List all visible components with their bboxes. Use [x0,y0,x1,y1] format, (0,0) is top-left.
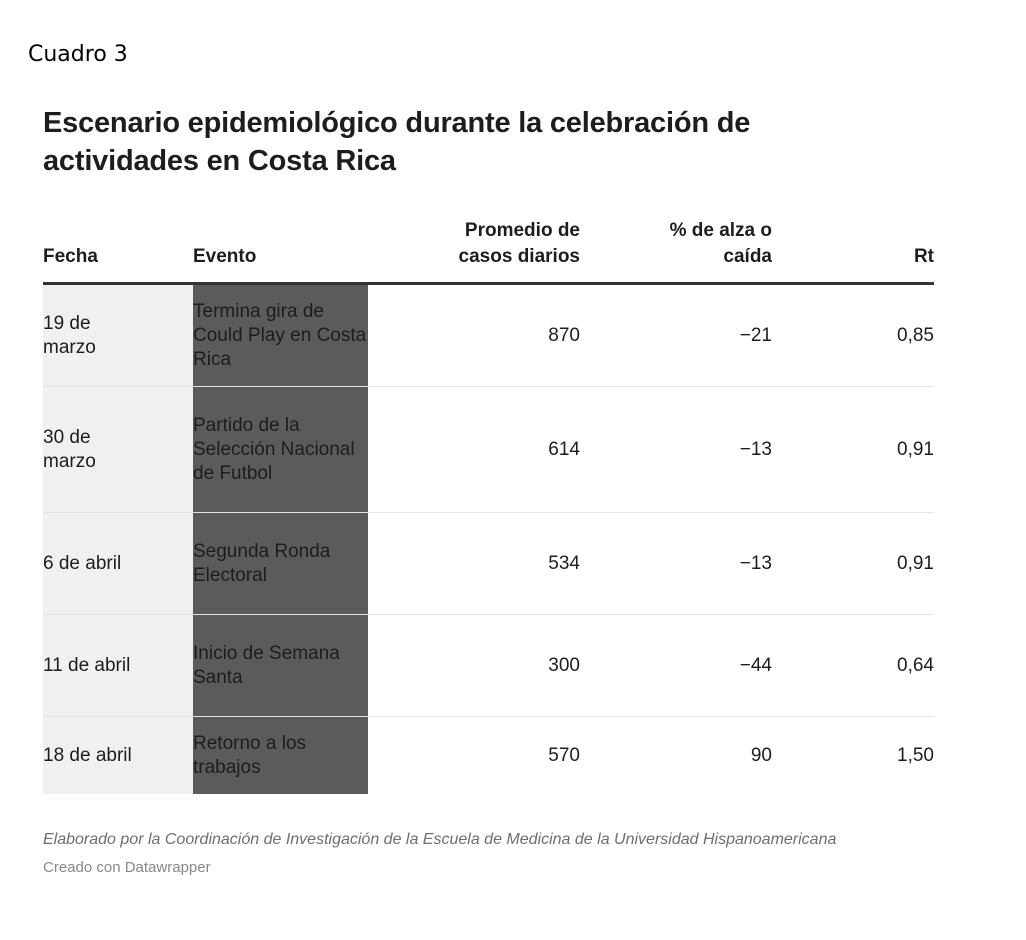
table-row: 19 de marzo Termina gira de Could Play en… [43,283,934,387]
fecha-line1: 19 de [43,312,91,334]
cell-promedio: 870 [368,283,580,387]
header-alza-line1: % de alza o [669,220,772,241]
fecha-line1: 30 de [43,426,91,448]
table-row: 30 de marzo Partido de la Selección Nacio… [43,386,934,513]
cell-evento: Inicio de Semana Santa [193,614,368,717]
fecha-line2: marzo [43,336,96,358]
data-table: Fecha Evento Promedio de casos diarios % … [43,218,934,794]
cell-fecha: 11 de abril [43,614,193,717]
cell-promedio: 534 [368,512,580,615]
cell-fecha: 19 de marzo [43,283,193,387]
cell-fecha: 18 de abril [43,716,193,794]
header-fecha: Fecha [43,218,193,285]
cell-evento: Partido de la Selección Nacional de Futb… [193,386,368,513]
fecha-line1: 18 de abril [43,744,132,766]
header-promedio-line1: Promedio de [464,220,580,241]
footer: Elaborado por la Coordinación de Investi… [43,829,836,879]
credit-text: Creado con Datawrapper [43,859,211,876]
cell-evento: Segunda Ronda Electoral [193,512,368,615]
header-promedio: Promedio de casos diarios [368,218,580,285]
fecha-line1: 6 de abril [43,552,122,574]
header-alza-line2: caída [723,246,772,267]
cell-evento: Termina gira de Could Play en Costa Rica [193,283,368,387]
cell-rt: 0,85 [772,283,934,387]
table-row: 11 de abril Inicio de Semana Santa 300 −… [43,614,934,717]
cell-alza: −13 [580,386,772,513]
source-note: Elaborado por la Coordinación de Investi… [43,831,837,848]
cell-fecha: 6 de abril [43,512,193,615]
header-evento: Evento [193,218,368,285]
header-alza: % de alza o caída [580,218,772,285]
table-row: 6 de abril Segunda Ronda Electoral 534 −… [43,512,934,615]
table-title: Escenario epidemiológico durante la cele… [43,107,751,177]
table-row: 18 de abril Retorno a los trabajos 570 9… [43,716,934,794]
fecha-line2: marzo [43,450,96,472]
fecha-line1: 11 de abril [43,654,131,676]
header-rt-label: Rt [913,246,934,267]
figure-label: Cuadro 3 [28,42,128,67]
cell-promedio: 570 [548,744,580,766]
cell-rt: 0,64 [772,614,934,717]
cell-fecha: 30 de marzo [43,386,193,513]
cell-alza: 90 [750,744,772,766]
header-promedio-line2: casos diarios [458,246,580,267]
cell-rt: 0,91 [772,386,934,513]
cell-rt: 0,91 [772,512,934,615]
cell-promedio: 614 [368,386,580,513]
header-row: Fecha Evento Promedio de casos diarios % … [43,218,934,285]
cell-alza: −21 [580,283,772,387]
header-evento-label: Evento [193,246,257,267]
cell-promedio: 300 [368,614,580,717]
header-rt: Rt [772,218,934,285]
cell-rt: 1,50 [897,744,934,766]
header-fecha-label: Fecha [43,246,98,267]
cell-alza: −44 [580,614,772,717]
cell-evento: Retorno a los trabajos [193,716,368,794]
cell-alza: −13 [580,512,772,615]
